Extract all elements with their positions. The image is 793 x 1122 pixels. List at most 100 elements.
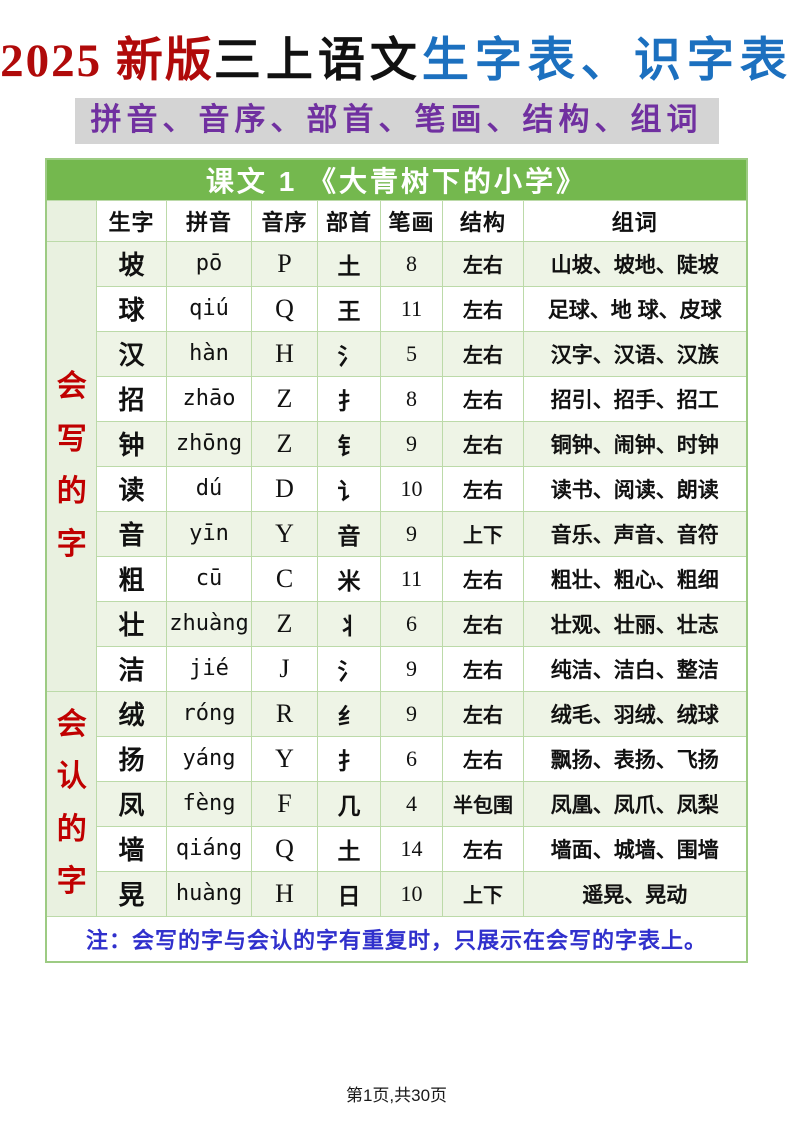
cell-words: 粗壮、粗心、粗细 <box>522 555 748 602</box>
cell-structure: 左右 <box>441 690 524 737</box>
table-row: 壮 zhuàng Z 丬 6 左右 壮观、壮丽、壮志 <box>46 600 748 647</box>
cell-char: 招 <box>95 375 167 422</box>
cell-pinyin: zhāo <box>165 375 252 422</box>
cell-structure: 左右 <box>441 375 524 422</box>
cell-strokes: 6 <box>379 600 443 647</box>
cell-char: 扬 <box>95 735 167 782</box>
cell-radical: 氵 <box>316 330 381 377</box>
subtitle-wrap: 拼音、音序、部首、笔画、结构、组词 <box>0 97 793 144</box>
header-words: 组词 <box>522 199 748 242</box>
table-row: 扬 yáng Y 扌 6 左右 飘扬、表扬、飞扬 <box>46 735 748 782</box>
note-row: 注：会写的字与会认的字有重复时，只展示在会写的字表上。 <box>45 915 748 963</box>
cell-structure: 上下 <box>441 870 524 917</box>
cell-initial: H <box>250 870 318 917</box>
cell-strokes: 4 <box>379 780 443 827</box>
table-row: 音 yīn Y 音 9 上下 音乐、声音、音符 <box>46 510 748 557</box>
title-grade-subject: 三上语文 <box>213 35 422 87</box>
cell-char: 壮 <box>95 600 167 647</box>
cell-initial: H <box>250 330 318 377</box>
cell-initial: Q <box>250 825 318 872</box>
cell-strokes: 9 <box>379 510 443 557</box>
cell-char: 墙 <box>95 825 167 872</box>
cell-radical: 米 <box>316 555 381 602</box>
cell-strokes: 10 <box>379 870 443 917</box>
cell-structure: 半包围 <box>441 780 524 827</box>
cell-words: 遥晃、晃动 <box>522 870 748 917</box>
cell-words: 绒毛、羽绒、绒球 <box>522 690 748 737</box>
header-strokes: 笔画 <box>379 199 443 242</box>
cell-radical: 土 <box>316 825 381 872</box>
cell-radical: 讠 <box>316 465 381 512</box>
cell-char: 粗 <box>95 555 167 602</box>
cell-initial: Z <box>250 375 318 422</box>
cell-char: 绒 <box>95 690 167 737</box>
cell-words: 读书、阅读、朗读 <box>522 465 748 512</box>
cell-words: 凤凰、凤爪、凤梨 <box>522 780 748 827</box>
cell-initial: Y <box>250 735 318 782</box>
cell-strokes: 11 <box>379 285 443 332</box>
table-row: 汉 hàn H 氵 5 左右 汉字、汉语、汉族 <box>46 330 748 377</box>
subtitle: 拼音、音序、部首、笔画、结构、组词 <box>74 97 719 144</box>
header-structure: 结构 <box>441 199 524 242</box>
title-tables-name: 生字表、识字表 <box>421 35 793 87</box>
table-row: 会写的字 坡 pō P 土 8 左右 山坡、坡地、陡坡 <box>45 240 748 692</box>
cell-structure: 左右 <box>441 465 524 512</box>
cell-initial: Q <box>250 285 318 332</box>
table-row: 墙 qiáng Q 土 14 左右 墙面、城墙、围墙 <box>46 825 748 872</box>
cell-strokes: 8 <box>379 375 443 422</box>
cell-initial: D <box>250 465 318 512</box>
cell-structure: 左右 <box>441 555 524 602</box>
cell-radical: 氵 <box>316 645 381 692</box>
cell-pinyin: zhuàng <box>165 600 252 647</box>
group-label-recognizable: 会认的字 <box>45 690 97 917</box>
cell-structure: 左右 <box>441 240 524 287</box>
cell-words: 山坡、坡地、陡坡 <box>522 240 748 287</box>
cell-radical: 音 <box>316 510 381 557</box>
cell-char: 坡 <box>95 240 167 287</box>
cell-radical: 纟 <box>316 690 381 737</box>
cell-pinyin: dú <box>165 465 252 512</box>
table-row: 洁 jié J 氵 9 左右 纯洁、洁白、整洁 <box>46 645 748 692</box>
table-row: 读 dú D 讠 10 左右 读书、阅读、朗读 <box>46 465 748 512</box>
cell-radical: 扌 <box>316 375 381 422</box>
cell-words: 飘扬、表扬、飞扬 <box>522 735 748 782</box>
cell-pinyin: qiú <box>165 285 252 332</box>
cell-initial: Z <box>250 600 318 647</box>
header-group-spacer <box>45 199 97 242</box>
title-year-edition: 2025 新版 <box>0 35 214 87</box>
cell-initial: C <box>250 555 318 602</box>
cell-radical: 钅 <box>316 420 381 467</box>
cell-strokes: 8 <box>379 240 443 287</box>
cell-words: 音乐、声音、音符 <box>522 510 748 557</box>
cell-words: 招引、招手、招工 <box>522 375 748 422</box>
cell-char: 球 <box>95 285 167 332</box>
cell-words: 墙面、城墙、围墙 <box>522 825 748 872</box>
cell-char: 钟 <box>95 420 167 467</box>
cell-pinyin: cū <box>165 555 252 602</box>
cell-char: 读 <box>95 465 167 512</box>
cell-radical: 扌 <box>316 735 381 782</box>
header-radical: 部首 <box>316 199 381 242</box>
cell-radical: 土 <box>316 240 381 287</box>
cell-pinyin: yáng <box>165 735 252 782</box>
cell-structure: 左右 <box>441 825 524 872</box>
table-row: 球 qiú Q 王 11 左右 足球、地 球、皮球 <box>46 285 748 332</box>
cell-pinyin: huàng <box>165 870 252 917</box>
cell-pinyin: jié <box>165 645 252 692</box>
cell-structure: 左右 <box>441 285 524 332</box>
header-pinyin: 拼音 <box>165 199 252 242</box>
cell-radical: 王 <box>316 285 381 332</box>
cell-strokes: 14 <box>379 825 443 872</box>
cell-strokes: 9 <box>379 420 443 467</box>
cell-structure: 左右 <box>441 420 524 467</box>
cell-strokes: 5 <box>379 330 443 377</box>
cell-initial: Z <box>250 420 318 467</box>
cell-initial: P <box>250 240 318 287</box>
page-title: 2025 新版三上语文生字表、识字表 <box>0 35 793 88</box>
cell-structure: 上下 <box>441 510 524 557</box>
note-text: 注：会写的字与会认的字有重复时，只展示在会写的字表上。 <box>45 915 748 963</box>
table-row: 钟 zhōng Z 钅 9 左右 铜钟、闹钟、时钟 <box>46 420 748 467</box>
cell-pinyin: róng <box>165 690 252 737</box>
cell-initial: J <box>250 645 318 692</box>
